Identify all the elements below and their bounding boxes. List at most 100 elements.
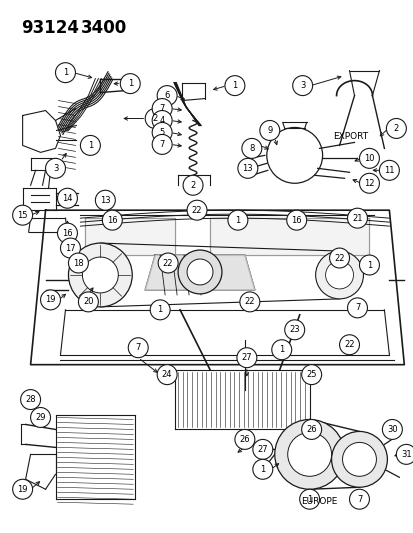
Circle shape xyxy=(95,190,115,210)
Text: 1: 1 xyxy=(88,141,93,150)
Circle shape xyxy=(13,205,33,225)
Circle shape xyxy=(152,134,172,155)
Circle shape xyxy=(150,300,170,320)
Circle shape xyxy=(347,298,367,318)
Circle shape xyxy=(152,99,172,118)
Text: 7: 7 xyxy=(159,140,164,149)
Text: 7: 7 xyxy=(354,303,359,312)
Circle shape xyxy=(292,76,312,95)
Text: 22: 22 xyxy=(162,259,173,268)
Circle shape xyxy=(145,109,165,128)
Text: 21: 21 xyxy=(351,214,362,223)
Text: 25: 25 xyxy=(306,370,316,379)
Text: 1: 1 xyxy=(278,345,284,354)
Circle shape xyxy=(157,86,177,106)
Circle shape xyxy=(178,250,221,294)
Circle shape xyxy=(339,335,358,354)
Circle shape xyxy=(358,173,378,193)
Circle shape xyxy=(241,139,261,158)
Circle shape xyxy=(239,292,259,312)
Text: 17: 17 xyxy=(65,244,76,253)
Circle shape xyxy=(301,365,321,385)
Text: 28: 28 xyxy=(25,395,36,404)
Circle shape xyxy=(228,210,247,230)
Circle shape xyxy=(236,348,256,368)
Text: 7: 7 xyxy=(135,343,140,352)
Text: 18: 18 xyxy=(73,259,83,268)
Text: 8: 8 xyxy=(249,144,254,153)
Text: 13: 13 xyxy=(242,164,253,173)
Circle shape xyxy=(80,135,100,156)
Circle shape xyxy=(68,253,88,273)
Polygon shape xyxy=(85,218,175,255)
Text: 1: 1 xyxy=(232,81,237,90)
Circle shape xyxy=(152,110,172,131)
Text: 22: 22 xyxy=(191,206,202,215)
Circle shape xyxy=(82,257,118,293)
Circle shape xyxy=(237,158,257,179)
Text: 4: 4 xyxy=(159,116,164,125)
Text: 3: 3 xyxy=(53,164,58,173)
Circle shape xyxy=(45,158,65,179)
Circle shape xyxy=(57,223,77,243)
Text: 23: 23 xyxy=(289,325,299,334)
Text: 10: 10 xyxy=(363,154,374,163)
Circle shape xyxy=(284,320,304,340)
Text: EUROPE: EUROPE xyxy=(301,497,337,506)
Polygon shape xyxy=(209,218,368,255)
Text: 1: 1 xyxy=(157,305,162,314)
Circle shape xyxy=(252,459,272,479)
Text: 19: 19 xyxy=(45,295,56,304)
Text: 1: 1 xyxy=(127,79,133,88)
Text: 93124: 93124 xyxy=(21,19,78,37)
Text: 1: 1 xyxy=(63,68,68,77)
Circle shape xyxy=(128,338,148,358)
Circle shape xyxy=(102,210,122,230)
Text: 22: 22 xyxy=(333,254,344,263)
Circle shape xyxy=(234,430,254,449)
Text: 9: 9 xyxy=(266,126,272,135)
Circle shape xyxy=(158,253,178,273)
Circle shape xyxy=(358,255,378,275)
Text: 1: 1 xyxy=(259,465,265,474)
Polygon shape xyxy=(145,255,254,290)
Text: 14: 14 xyxy=(62,193,73,203)
Circle shape xyxy=(224,76,244,95)
Circle shape xyxy=(349,489,368,509)
Text: 7: 7 xyxy=(356,495,361,504)
Text: 31: 31 xyxy=(400,450,411,459)
Text: 27: 27 xyxy=(257,445,268,454)
Circle shape xyxy=(315,251,363,299)
Text: 3: 3 xyxy=(299,81,305,90)
Text: 2: 2 xyxy=(152,114,157,123)
Circle shape xyxy=(259,120,279,140)
Circle shape xyxy=(342,442,375,477)
Text: 16: 16 xyxy=(62,229,73,238)
Circle shape xyxy=(358,148,378,168)
Circle shape xyxy=(274,419,344,489)
Circle shape xyxy=(21,390,40,409)
Circle shape xyxy=(252,439,272,459)
Text: 29: 29 xyxy=(35,413,46,422)
Circle shape xyxy=(187,200,206,220)
Text: 22: 22 xyxy=(244,297,254,306)
Circle shape xyxy=(13,479,33,499)
Text: 1: 1 xyxy=(235,216,240,224)
Circle shape xyxy=(40,290,60,310)
Text: 6: 6 xyxy=(164,91,169,100)
Text: 1: 1 xyxy=(306,495,311,504)
Circle shape xyxy=(183,175,202,195)
Text: EXPORT: EXPORT xyxy=(333,133,368,141)
Circle shape xyxy=(120,74,140,94)
Text: 19: 19 xyxy=(17,484,28,494)
Circle shape xyxy=(385,118,405,139)
Circle shape xyxy=(78,292,98,312)
Circle shape xyxy=(271,340,291,360)
Text: 5: 5 xyxy=(159,128,164,137)
Circle shape xyxy=(152,123,172,142)
Circle shape xyxy=(57,188,77,208)
Text: 16: 16 xyxy=(291,216,301,224)
Circle shape xyxy=(329,248,349,268)
Circle shape xyxy=(301,419,321,439)
Text: 24: 24 xyxy=(161,370,172,379)
